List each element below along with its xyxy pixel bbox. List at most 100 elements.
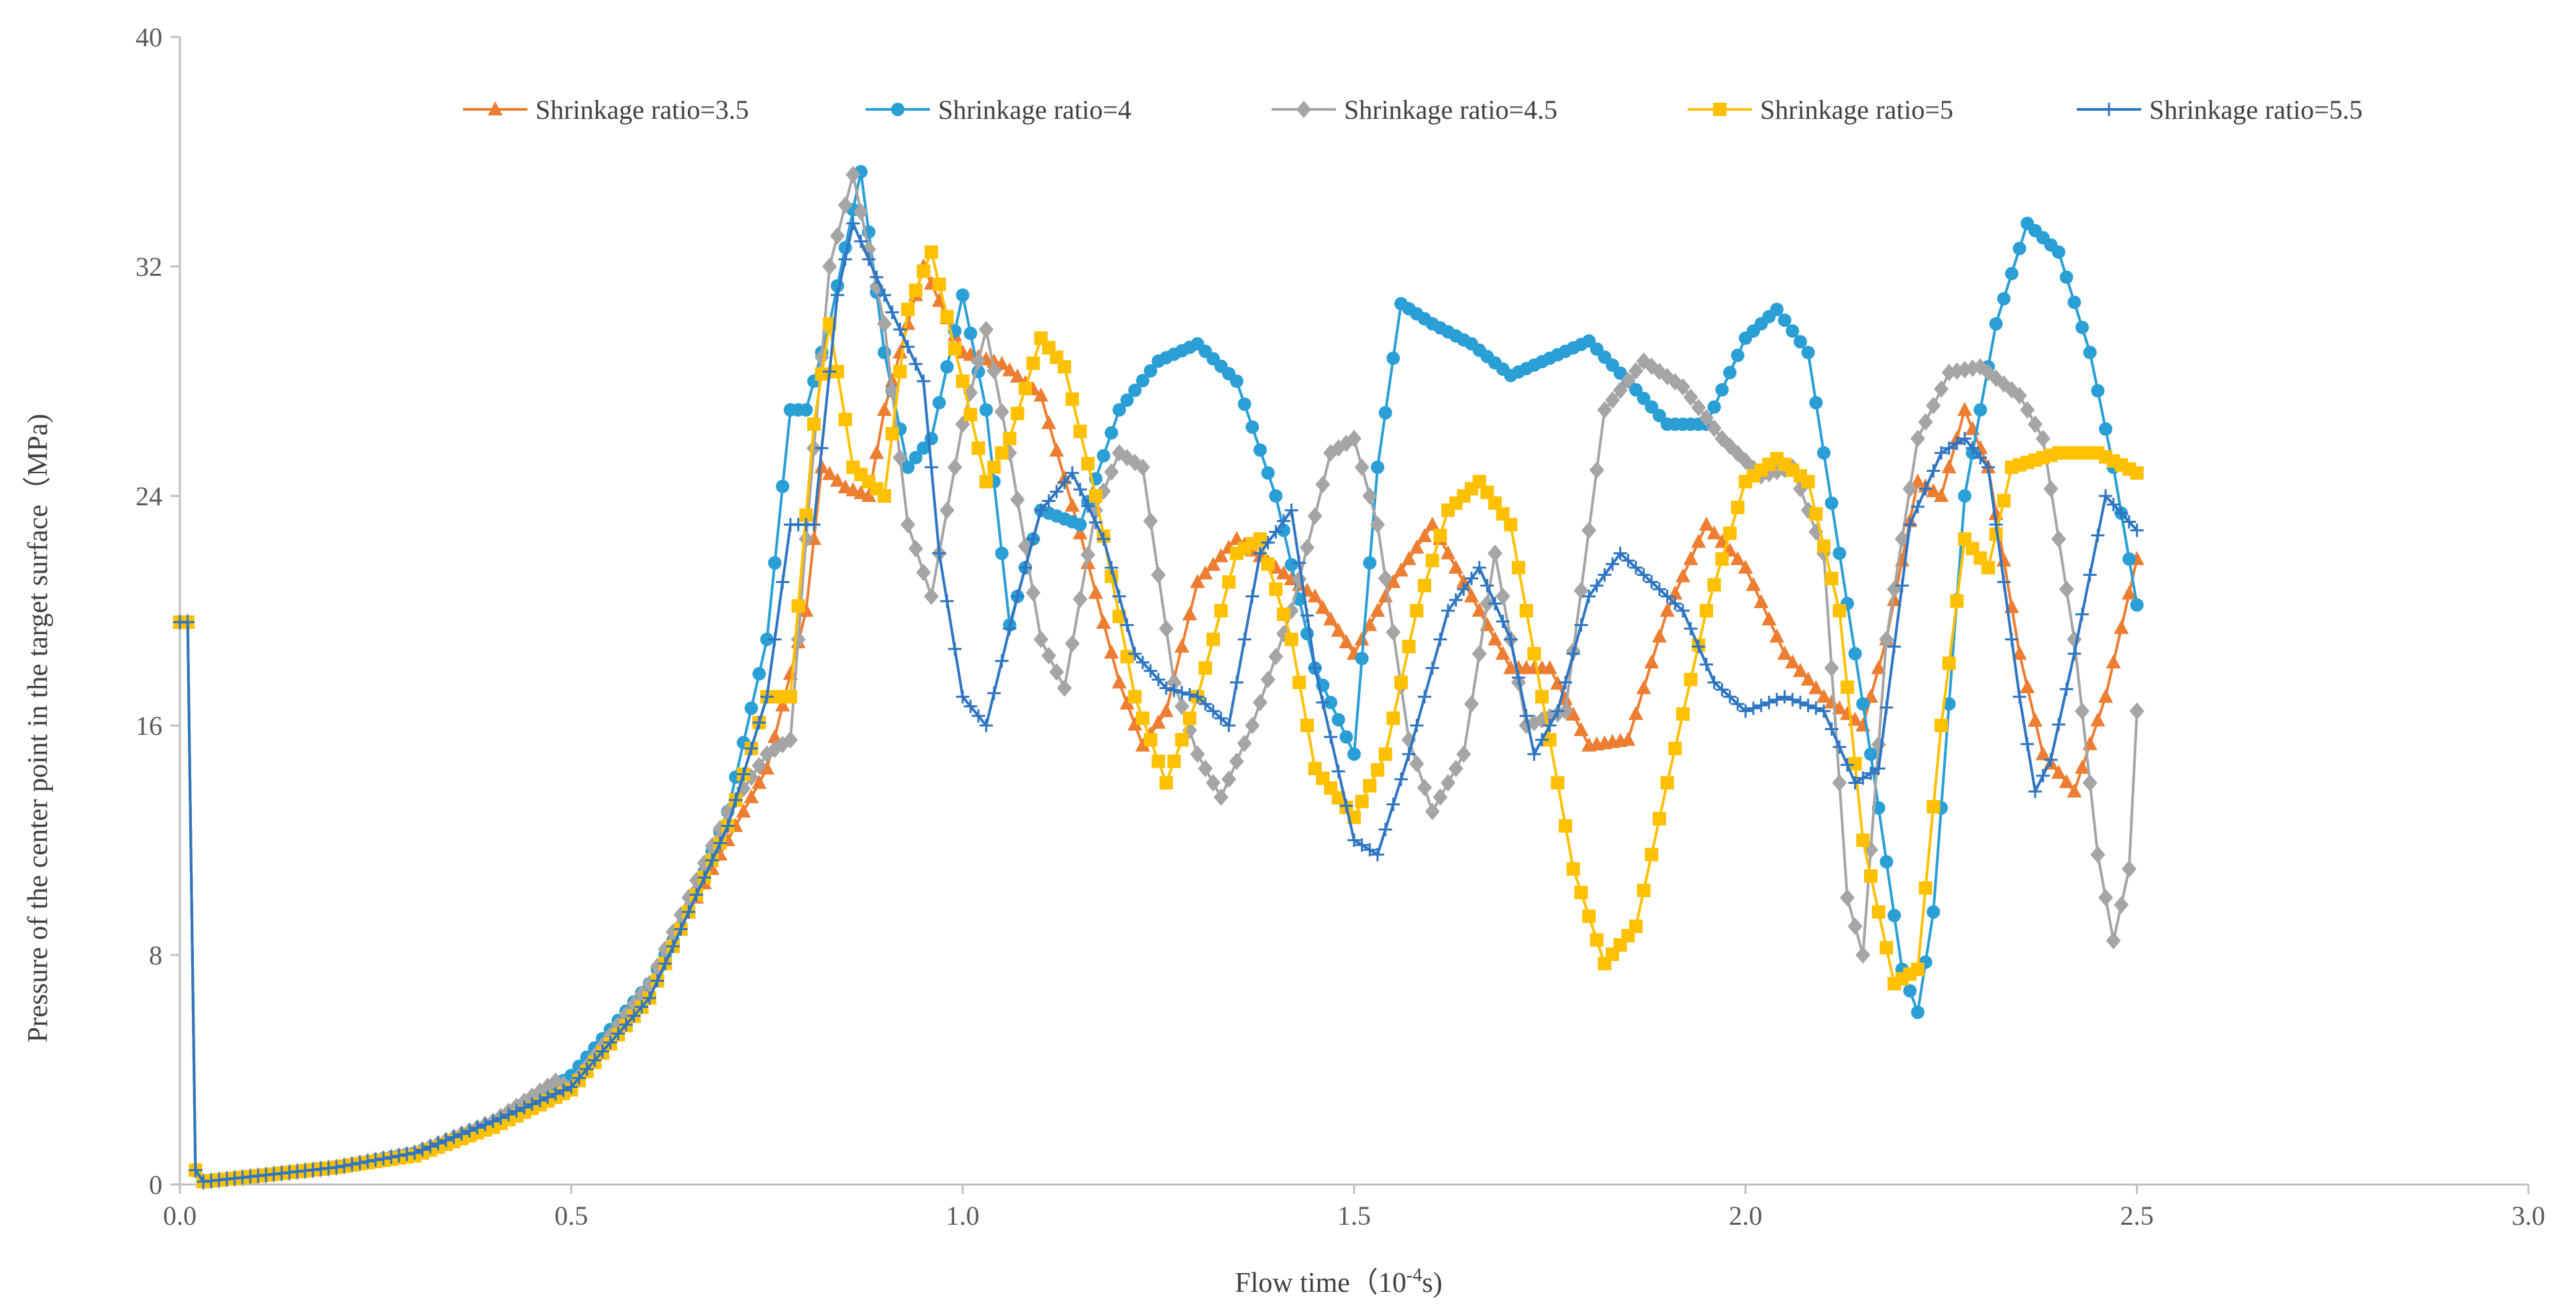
data-point: [1378, 588, 1393, 603]
data-point: [2106, 654, 2121, 668]
data-point: [900, 515, 915, 534]
data-point: [517, 1101, 531, 1115]
data-point: [1817, 446, 1831, 460]
data-point: [1323, 611, 1338, 625]
data-point: [1190, 690, 1204, 704]
data-point: [2052, 717, 2065, 731]
data-point: [690, 888, 703, 902]
data-point: [1159, 619, 1174, 638]
data-point: [1307, 588, 1323, 603]
data-point: [392, 1149, 406, 1163]
data-point: [1559, 819, 1572, 833]
data-point: [2043, 480, 2059, 498]
data-point: [1973, 451, 1988, 464]
data-point: [1292, 675, 1306, 689]
data-point: [1676, 604, 1690, 617]
data-point: [1847, 917, 1863, 936]
data-point: [1989, 317, 2003, 331]
data-point: [1245, 589, 1259, 603]
data-point: [1699, 516, 1714, 531]
data-point: [1785, 654, 1800, 668]
data-point: [1551, 776, 1565, 790]
data-point: [1605, 391, 1620, 409]
data-point: [1448, 559, 1463, 574]
data-point: [572, 1071, 586, 1085]
data-point: [1026, 356, 1040, 370]
y-tick-label: 8: [149, 940, 162, 970]
axes: 0 8 16 24 32 40 0.0 0.5 1.0 1.5 2.0 2.5 3.0: [136, 22, 2545, 1231]
data-point: [1128, 383, 1142, 397]
data-point: [1512, 670, 1525, 685]
data-point: [1354, 458, 1370, 476]
data-point: [1206, 704, 1220, 718]
data-point: [1958, 432, 1971, 446]
data-point: [1723, 526, 1737, 540]
x-tick-label: 1.5: [1337, 1201, 1371, 1231]
data-point: [1910, 473, 1925, 488]
data-point: [1276, 565, 1291, 580]
data-point: [1612, 381, 1628, 399]
data-point: [1237, 734, 1252, 752]
data-point: [1230, 675, 1243, 689]
data-point: [1848, 757, 1862, 770]
data-point: [1637, 568, 1651, 582]
data-point: [994, 356, 1009, 370]
data-point: [1143, 364, 1157, 378]
data-point: [1230, 374, 1243, 388]
data-point: [1488, 597, 1502, 611]
data-point: [2098, 689, 2113, 703]
data-point: [1072, 590, 1088, 608]
data-point: [768, 632, 782, 646]
data-point: [1856, 771, 1870, 785]
data-point: [1065, 635, 1080, 653]
y-tick-label: 16: [136, 711, 162, 741]
data-point: [1801, 474, 1815, 489]
data-point: [2129, 702, 2145, 720]
data-point: [1574, 618, 1588, 632]
data-point: [775, 697, 790, 712]
data-point: [1629, 705, 1643, 720]
data-point: [1214, 711, 1228, 725]
data-point: [705, 853, 719, 867]
data-point: [1848, 776, 1862, 790]
data-point: [854, 234, 868, 248]
data-point: [1590, 578, 1604, 593]
data-point: [1472, 645, 1487, 663]
data-point: [1762, 695, 1776, 709]
data-point: [924, 587, 939, 605]
data-point: [1800, 671, 1816, 686]
data-point: [1620, 372, 1636, 390]
data-point: [799, 403, 813, 417]
data-point: [1926, 905, 1941, 919]
data-point: [1879, 941, 1894, 955]
series-layer: [172, 164, 2145, 1191]
data-point: [932, 277, 946, 291]
data-point: [1269, 582, 1283, 596]
data-point: [1629, 560, 1643, 574]
data-point: [878, 489, 891, 503]
data-point: [596, 1044, 609, 1058]
data-point: [2083, 568, 2097, 582]
data-point: [956, 374, 970, 388]
data-point: [368, 1153, 382, 1167]
data-point: [1566, 647, 1580, 661]
data-point: [885, 427, 899, 441]
data-point: [1394, 562, 1408, 577]
data-point: [1386, 574, 1401, 589]
data-point: [940, 360, 954, 374]
data-point: [1339, 730, 1353, 744]
data-point: [1957, 401, 1972, 416]
data-point: [846, 216, 860, 230]
data-point: [1347, 747, 1361, 761]
data-point: [893, 364, 907, 379]
data-point: [2005, 266, 2018, 281]
data-point: [2044, 753, 2058, 767]
data-point: [2090, 712, 2106, 727]
data-point: [455, 1127, 468, 1141]
data-point: [603, 1036, 617, 1050]
data-point: [1245, 420, 1259, 434]
data-point: [1871, 905, 1886, 919]
x-tick-label: 2.5: [2120, 1201, 2154, 1231]
data-point: [956, 288, 970, 302]
x-tick-label: 1.0: [946, 1201, 980, 1231]
